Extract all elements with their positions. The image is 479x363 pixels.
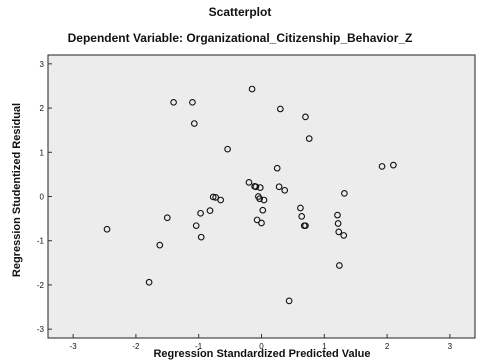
scatter-point <box>245 179 253 186</box>
y-tick-label: 1 <box>40 148 45 157</box>
x-tick-label: -2 <box>132 342 140 351</box>
scatter-point <box>259 206 267 214</box>
scatter-point <box>212 194 220 201</box>
x-tick-label: 0 <box>259 342 264 351</box>
y-axis-label: Regression Studentized Residual <box>11 103 23 277</box>
scatter-point <box>298 213 306 220</box>
scatter-point <box>190 120 198 127</box>
scatter-point <box>285 297 293 305</box>
scatter-point <box>334 211 341 219</box>
scatter-point <box>217 196 225 204</box>
scatter-point <box>260 196 268 204</box>
scatter-point <box>189 98 196 106</box>
chart-subtitle: Dependent Variable: Organizational_Citiz… <box>68 31 413 45</box>
x-tick-label: 3 <box>448 342 453 351</box>
scatter-point <box>192 222 200 230</box>
y-tick-label: -1 <box>37 237 45 246</box>
x-tick-label: -1 <box>195 342 203 351</box>
scatter-point <box>253 216 261 224</box>
scatter-point <box>334 220 342 227</box>
scatter-point <box>378 163 386 170</box>
y-tick-label: -2 <box>37 281 45 290</box>
scatter-point <box>103 225 111 233</box>
scatter-point <box>197 233 205 241</box>
scatter-point <box>297 204 304 212</box>
scatter-point <box>256 184 264 192</box>
scatter-point <box>276 105 284 113</box>
scatter-point <box>340 232 348 239</box>
scatter-point <box>156 241 164 249</box>
scatter-point <box>302 222 309 230</box>
y-tick-label: 0 <box>40 193 45 202</box>
scatter-point <box>390 161 397 169</box>
chart-title: Scatterplot <box>209 5 272 19</box>
x-axis-ticks: -3 -2 -1 0 1 2 3 <box>70 334 453 351</box>
scatter-point <box>170 98 177 106</box>
scatter-point <box>256 195 263 203</box>
scatter-point <box>197 209 204 217</box>
scatter-point <box>273 164 281 172</box>
y-tick-label: 2 <box>40 104 45 113</box>
scatter-point <box>209 193 217 201</box>
scatter-point <box>281 186 289 194</box>
x-tick-label: 2 <box>385 342 390 351</box>
scatter-point <box>163 214 171 222</box>
scatter-point <box>341 190 348 197</box>
x-tick-label: 1 <box>322 342 327 351</box>
scatter-point <box>302 113 309 121</box>
y-tick-label: 3 <box>40 60 45 69</box>
scatter-point <box>275 183 283 191</box>
scatter-point <box>336 262 343 269</box>
scatter-point <box>224 145 231 153</box>
x-tick-label: -3 <box>70 342 78 351</box>
scatter-point <box>335 228 343 236</box>
scatter-point <box>145 278 153 286</box>
x-axis-label: Regression Standardized Predicted Value <box>153 348 370 360</box>
y-tick-label: -3 <box>37 325 45 334</box>
y-axis-ticks: 3 2 1 0 -1 -2 -3 <box>37 60 52 334</box>
scatter-point <box>248 85 256 93</box>
scatter-point <box>206 207 214 214</box>
scatter-point <box>258 219 265 227</box>
scatter-point <box>252 183 260 191</box>
scatter-point <box>305 135 313 142</box>
data-points <box>103 85 397 305</box>
